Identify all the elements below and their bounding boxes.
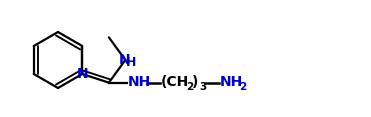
Text: (CH: (CH — [161, 75, 189, 89]
Text: 2: 2 — [239, 82, 246, 92]
Text: N: N — [118, 53, 130, 67]
Text: 2: 2 — [186, 82, 193, 92]
Text: ): ) — [192, 75, 198, 89]
Text: 3: 3 — [199, 82, 206, 92]
Text: H: H — [126, 55, 137, 68]
Text: NH: NH — [128, 75, 151, 89]
Text: N: N — [76, 67, 88, 81]
Text: NH: NH — [220, 75, 243, 89]
